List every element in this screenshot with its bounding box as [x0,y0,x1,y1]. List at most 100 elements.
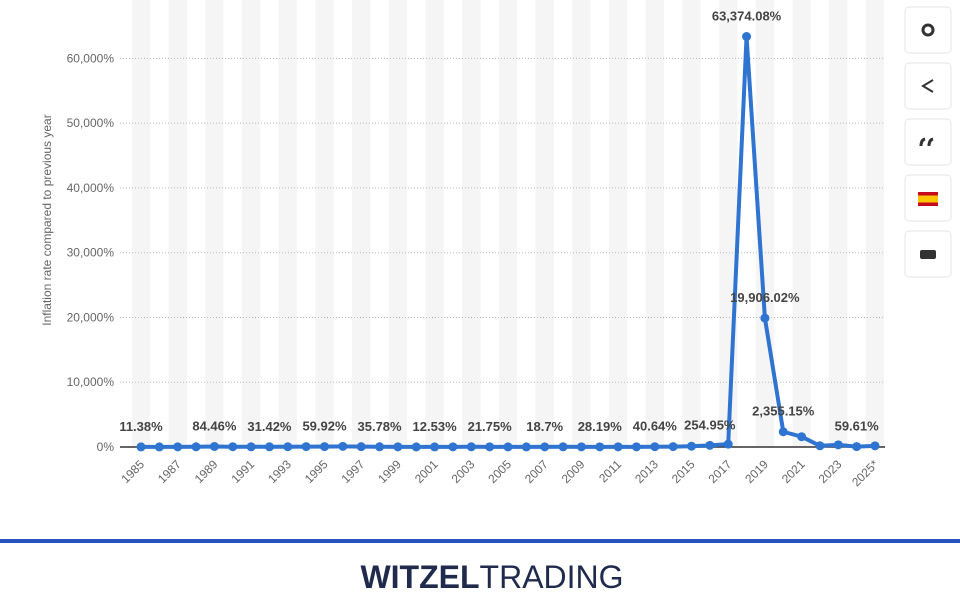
x-tick-label: 1995 [302,457,331,486]
data-point [705,440,715,450]
data-point [448,442,458,452]
data-point [228,442,238,452]
x-tick-label: 2023 [816,457,845,486]
data-point [393,442,403,452]
settings-icon [921,23,935,37]
data-point [558,442,568,452]
data-label: 12.53% [413,419,458,434]
x-tick-label: 1991 [228,457,257,486]
data-label: 59.92% [302,419,347,434]
brand-bold: WITZEL [360,559,479,595]
background-stripe [205,0,224,447]
data-point [870,441,880,451]
background-stripe [865,0,885,447]
x-tick-label: 2001 [412,457,441,486]
data-point [687,441,696,451]
settings-button[interactable] [904,6,952,54]
x-tick-label: 2003 [449,457,478,486]
data-point [631,442,641,452]
data-point [797,432,807,442]
data-point [411,442,421,452]
y-axis-label: Inflation rate compared to previous year [40,114,54,325]
y-tick-label: 30,000% [67,246,115,260]
data-point [173,442,183,452]
data-point [191,442,201,452]
x-tick-label: 1993 [265,457,294,486]
data-point [264,442,274,452]
x-tick-label: 2025* [849,457,881,489]
share-button[interactable] [904,62,952,110]
background-stripe [278,0,297,447]
background-stripe [241,0,261,447]
x-tick-label: 2007 [522,457,551,486]
data-point [209,441,219,451]
cite-button[interactable] [904,118,952,166]
flag-band [918,195,938,203]
background-stripe [168,0,187,447]
background-stripe [498,0,518,447]
data-point [485,442,495,452]
y-tick-label: 20,000% [67,310,115,324]
data-label: 19,906.02% [730,290,800,305]
background-stripe [315,0,334,447]
data-point [815,441,825,451]
x-tick-label: 2015 [669,457,698,486]
data-label: 28.19% [578,419,623,434]
background-stripe [719,0,738,447]
data-point [852,442,862,452]
data-point [503,442,513,452]
data-point [668,442,678,452]
data-label: 11.38% [119,419,163,434]
footer-brand: WITZELTRADING [360,559,623,595]
background-stripe [645,0,664,447]
data-point [356,442,366,452]
y-tick-label: 50,000% [67,116,115,130]
data-point [320,442,329,452]
data-point [613,442,623,452]
x-tick-label: 2005 [485,457,514,486]
background-stripe [829,0,848,447]
data-label: 59.61% [835,419,880,434]
brand-light: TRADING [480,559,624,595]
data-label: 84.46% [192,418,237,433]
data-label: 21.75% [468,419,513,434]
x-tick-label: 2013 [632,457,661,486]
data-label: 35.78% [358,419,403,434]
background-stripe [682,0,701,447]
data-label: 18.7% [526,419,563,434]
background-stripe [572,0,591,447]
background-stripe [425,0,444,447]
background-stripe [352,0,371,447]
data-point [301,442,311,452]
x-tick-label: 2019 [742,457,771,486]
data-point [742,32,752,42]
data-point [540,442,550,452]
footer-rule [0,539,960,543]
y-tick-label: 0% [97,440,115,454]
background-stripe [388,0,408,447]
x-tick-label: 1997 [339,457,368,486]
x-tick-label: 1987 [155,457,184,486]
data-point [154,442,164,452]
x-tick-label: 1985 [118,457,147,486]
print-icon [920,250,936,259]
x-tick-label: 1999 [375,457,404,486]
x-tick-label: 2009 [559,457,588,486]
data-point [136,442,146,452]
data-point [283,442,293,452]
data-label: 63,374.08% [712,9,782,24]
toolbar [904,6,952,278]
x-tick-label: 2011 [596,457,624,485]
share-icon [921,79,934,93]
background-stripe [792,0,811,447]
data-point [723,439,733,449]
data-point [375,442,385,452]
data-point [760,313,770,323]
data-label: 31.42% [247,419,292,434]
data-point [595,442,605,452]
y-tick-label: 60,000% [67,51,115,65]
data-point [833,440,843,450]
background-stripe [462,0,481,447]
